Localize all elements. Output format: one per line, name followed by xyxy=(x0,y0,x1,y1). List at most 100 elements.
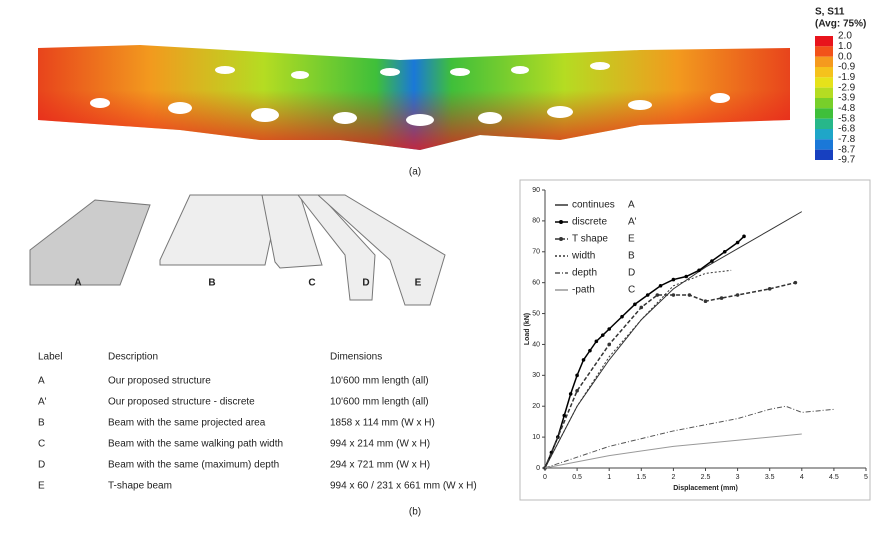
beams xyxy=(30,195,445,305)
series-marker xyxy=(575,389,579,393)
legend-marker xyxy=(559,220,563,224)
table-cell: Beam with the same walking path width xyxy=(108,439,283,450)
colorbar-band xyxy=(815,98,833,108)
legend-marker xyxy=(559,237,563,241)
legend-letter: A xyxy=(628,200,635,211)
series-marker xyxy=(720,296,724,300)
legend-label: discrete xyxy=(572,217,607,228)
colorbar-band xyxy=(815,67,833,77)
y-tick-label: 60 xyxy=(532,280,540,287)
series-marker xyxy=(672,293,676,297)
legend-title: S, S11 xyxy=(815,7,845,18)
table-header: Dimensions xyxy=(330,352,382,363)
series-marker xyxy=(723,250,727,254)
chart-frame xyxy=(520,180,870,500)
beam-label: E xyxy=(415,278,422,289)
table-cell: A' xyxy=(38,397,47,408)
legend-label: width xyxy=(571,251,595,262)
legend-label: -path xyxy=(572,285,595,296)
table-header: Label xyxy=(38,352,62,363)
series-marker xyxy=(656,293,660,297)
table-cell: 10'600 mm length (all) xyxy=(330,376,429,387)
legend-letter: B xyxy=(628,251,635,262)
series-marker xyxy=(595,340,599,344)
series-line xyxy=(545,270,731,468)
table-cell: T-shape beam xyxy=(108,481,172,492)
series-marker xyxy=(672,278,676,282)
x-tick-label: 1.5 xyxy=(636,474,646,481)
series-marker xyxy=(794,281,798,285)
caption: (a) xyxy=(409,167,421,178)
series-marker xyxy=(607,327,611,331)
colorbar-band xyxy=(815,57,833,67)
colorbar-band xyxy=(815,139,833,149)
colorbar-band xyxy=(815,88,833,98)
caption: (b) xyxy=(409,507,421,518)
series-marker xyxy=(684,275,688,279)
table-header: Description xyxy=(108,352,158,363)
y-tick-label: 70 xyxy=(532,249,540,256)
table-cell: D xyxy=(38,460,45,471)
legend-letter: E xyxy=(628,234,635,245)
legend-letter: D xyxy=(628,268,635,279)
table-cell: Our proposed structure - discrete xyxy=(108,397,255,408)
colorbar-band xyxy=(815,119,833,129)
x-tick-label: 3 xyxy=(736,474,740,481)
table-cell: C xyxy=(38,439,45,450)
legend-label: continues xyxy=(572,200,615,211)
table-cell: 1858 x 114 mm (W x H) xyxy=(330,418,435,429)
x-tick-label: 0 xyxy=(543,474,547,481)
y-tick-label: 90 xyxy=(532,187,540,194)
series-marker xyxy=(742,235,746,239)
series-marker xyxy=(710,259,714,263)
beam-label: A xyxy=(74,278,81,289)
table-cell: A xyxy=(38,376,45,387)
x-tick-label: 2.5 xyxy=(701,474,711,481)
table-cell: Our proposed structure xyxy=(108,376,211,387)
x-tick-label: 5 xyxy=(864,474,868,481)
y-tick-label: 30 xyxy=(532,372,540,379)
x-tick-label: 2 xyxy=(671,474,675,481)
series-marker xyxy=(688,293,692,297)
series-marker xyxy=(768,287,772,291)
colorbar-band xyxy=(815,77,833,87)
table-cell: 994 x 214 mm (W x H) xyxy=(330,439,430,450)
table-cell: 10'600 mm length (all) xyxy=(330,397,429,408)
colorbar-band xyxy=(815,46,833,56)
legend-letter: A' xyxy=(628,217,637,228)
colorbar-label: -9.7 xyxy=(838,155,856,166)
series-marker xyxy=(633,302,637,306)
y-tick-label: 20 xyxy=(532,403,540,410)
beam-label: C xyxy=(308,278,315,289)
table-cell: B xyxy=(38,418,45,429)
series-marker xyxy=(736,241,740,245)
legend-label: T shape xyxy=(572,234,608,245)
x-axis-label: Displacement (mm) xyxy=(673,485,738,492)
table-cell: 994 x 60 / 231 x 661 mm (W x H) xyxy=(330,481,477,492)
y-tick-label: 80 xyxy=(532,218,540,225)
series-marker xyxy=(659,284,663,288)
beam-label: B xyxy=(208,278,215,289)
colorbar-band xyxy=(815,108,833,118)
series-marker xyxy=(697,269,701,273)
series-marker xyxy=(588,349,592,353)
table-cell: E xyxy=(38,481,45,492)
fe-model xyxy=(38,45,790,150)
table-cell: Beam with the same projected area xyxy=(108,418,266,429)
colorbar-band xyxy=(815,150,833,160)
table-cell: Beam with the same (maximum) depth xyxy=(108,460,279,471)
series-marker xyxy=(646,293,650,297)
series-line xyxy=(545,406,834,468)
series-marker xyxy=(620,315,624,319)
y-tick-label: 40 xyxy=(532,341,540,348)
series-line xyxy=(545,283,795,468)
page: (a) S, S11 (Avg: 75%) (b) 2.01.00.0-0.9-… xyxy=(0,0,873,529)
x-tick-label: 4.5 xyxy=(829,474,839,481)
series-marker xyxy=(569,392,573,396)
table-cell: 294 x 721 mm (W x H) xyxy=(330,460,430,471)
y-axis-label: Load (kN) xyxy=(524,313,531,345)
legend-label: depth xyxy=(572,268,597,279)
series-marker xyxy=(704,299,708,303)
series-line xyxy=(545,434,802,468)
series-marker xyxy=(607,343,611,347)
